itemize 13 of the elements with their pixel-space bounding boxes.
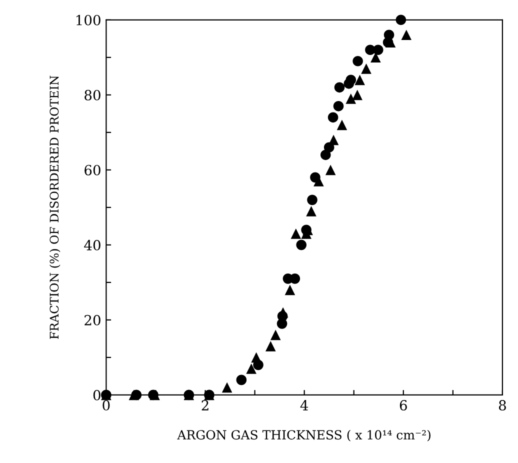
y-tick-label: 0 xyxy=(93,390,100,400)
y-tick-label: 40 xyxy=(84,240,100,250)
x-tick-label: 8 xyxy=(498,400,506,411)
x-tick-label: 2 xyxy=(202,400,208,410)
x-tick-label: 6 xyxy=(400,400,407,411)
x-axis-title: ARGON GAS THICKNESS ( x 10¹⁴ cm⁻²) xyxy=(177,430,430,442)
y-tick-label: 20 xyxy=(84,314,100,326)
x-tick-label: 4 xyxy=(300,400,308,410)
y-tick-label: 100 xyxy=(76,14,100,26)
x-tick-label: 0 xyxy=(102,400,110,411)
y-axis-title: FRACTION (%) OF DISORDERED PROTEIN xyxy=(50,76,60,339)
y-tick-label: 60 xyxy=(84,164,100,176)
y-tick-label: 80 xyxy=(84,90,100,100)
